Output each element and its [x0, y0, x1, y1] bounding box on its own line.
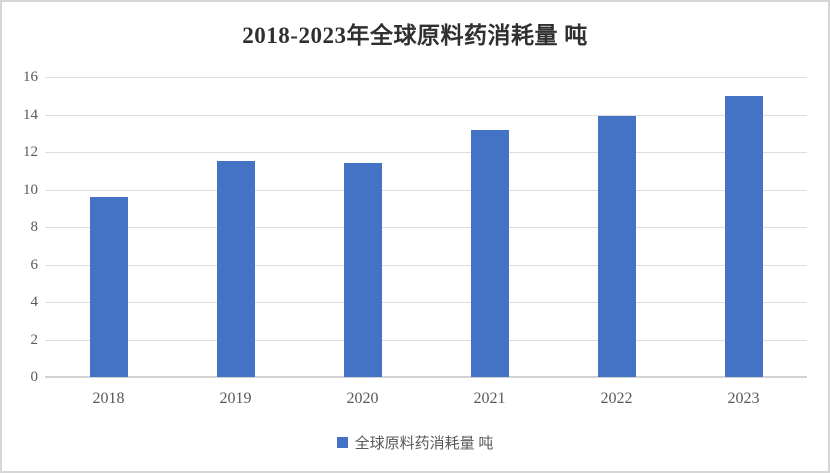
x-axis-line: [45, 376, 807, 378]
y-tick-label: 16: [23, 69, 38, 85]
gridline: [45, 227, 807, 228]
gridline: [45, 264, 807, 266]
bar-2019: [216, 161, 255, 377]
legend: 全球原料药消耗量 吨: [2, 432, 828, 453]
gridline: [45, 189, 807, 191]
gridline: [45, 302, 807, 303]
y-tick-label: 2: [30, 331, 39, 348]
y-tick-label: 12: [23, 144, 38, 160]
x-tick-label-2023: 2023: [727, 390, 760, 407]
chart-title: 2018-2023年全球原料药消耗量 吨: [242, 23, 588, 48]
y-tick-label: 4: [30, 294, 39, 310]
y-tick-label: 8: [30, 219, 39, 235]
y-tick-label: 0: [30, 369, 39, 385]
legend-marker-icon: [336, 437, 348, 448]
plot-area: [45, 77, 807, 378]
y-tick-label: 14: [23, 106, 38, 123]
x-tick-label-2021: 2021: [473, 390, 506, 407]
x-tick-label-2022: 2022: [600, 390, 633, 407]
bar-2021: [470, 129, 509, 377]
gridline: [45, 77, 807, 78]
gridline: [45, 339, 807, 341]
x-tick-label-2019: 2019: [219, 390, 252, 407]
y-tick-label: 10: [23, 181, 38, 198]
x-tick-label-2018: 2018: [92, 390, 125, 407]
legend-label: 全球原料药消耗量 吨: [354, 436, 494, 452]
bar-2020: [343, 163, 382, 377]
bar-2023: [724, 95, 763, 377]
bar-2018: [89, 197, 128, 377]
x-tick-label-2020: 2020: [346, 390, 379, 407]
gridline: [45, 152, 807, 153]
gridline: [45, 114, 807, 116]
bar-2022: [597, 116, 636, 377]
y-tick-label: 6: [30, 256, 39, 273]
